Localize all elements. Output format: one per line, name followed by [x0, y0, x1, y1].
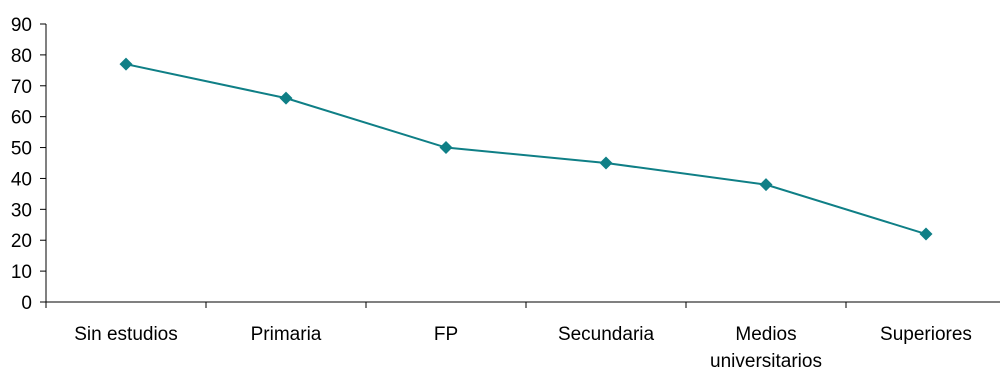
x-tick-label: Secundaria: [558, 324, 655, 345]
y-tick-label: 70: [11, 77, 32, 98]
x-tick-label-line: FP: [434, 324, 458, 345]
x-tick-label-line: Primaria: [251, 324, 322, 345]
y-tick-label: 80: [11, 46, 32, 67]
y-tick-label: 60: [11, 108, 32, 129]
x-axis: Sin estudios Primaria FP Secundaria Medios un…: [45, 301, 1000, 372]
data-point-marker: [599, 156, 613, 170]
y-axis: 0 10 20 30 40 50 60 70 80 90: [11, 15, 47, 314]
y-tick-label: 40: [11, 169, 32, 190]
data-point-marker: [439, 141, 453, 155]
x-tick-label-line: Sin estudios: [74, 324, 178, 345]
x-tick-label: FP: [434, 324, 458, 345]
data-point-marker: [279, 91, 293, 105]
data-point-marker: [759, 178, 773, 192]
x-tick-label-line: universitarios: [710, 351, 822, 372]
y-tick-label: 30: [11, 200, 32, 221]
y-tick-label: 20: [11, 231, 32, 252]
data-point-marker: [919, 227, 933, 241]
x-tick-label-line: Medios: [735, 324, 796, 345]
x-tick-label: Sin estudios: [74, 324, 178, 345]
y-tick-label: 10: [11, 262, 32, 283]
x-tick-label: Superiores: [880, 324, 972, 345]
x-tick-label: Medios universitarios: [710, 324, 822, 372]
series-line: [125, 63, 927, 235]
x-tick-label-line: Secundaria: [558, 324, 655, 345]
data-point-marker: [119, 57, 133, 71]
y-tick-label: 50: [11, 139, 32, 160]
y-tick-label: 90: [11, 15, 32, 36]
y-tick-label: 0: [21, 293, 32, 314]
x-tick-label-line: Superiores: [880, 324, 972, 345]
x-tick-label: Primaria: [251, 324, 322, 345]
series-line-group: [119, 57, 933, 241]
